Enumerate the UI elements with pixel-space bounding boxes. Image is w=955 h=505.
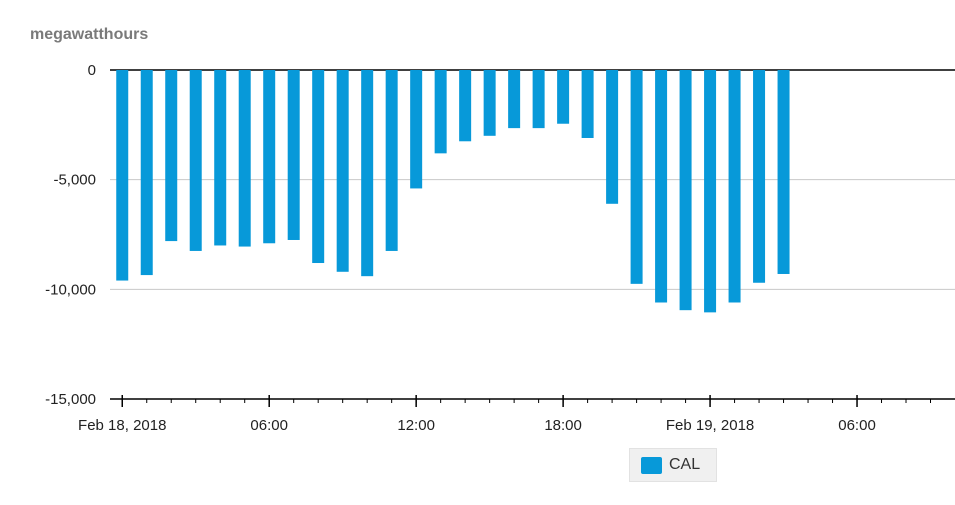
x-tick-label: Feb 19, 2018 <box>666 417 754 434</box>
bar <box>214 70 227 246</box>
bar <box>116 70 129 281</box>
y-axis: 0 -5,000 -10,000 -15,000 <box>45 62 96 408</box>
bar <box>287 70 300 240</box>
bar <box>606 70 619 204</box>
y-tick-label: -15,000 <box>45 391 96 408</box>
bar <box>753 70 766 283</box>
x-tick-label: 18:00 <box>544 417 582 434</box>
x-axis: Feb 18, 2018 06:00 12:00 18:00 Feb 19, 2018 0… <box>78 395 955 434</box>
bar <box>679 70 692 311</box>
bar-series-cal <box>116 70 790 313</box>
legend-item-cal[interactable]: CAL <box>629 448 717 482</box>
bar <box>263 70 276 244</box>
bar <box>434 70 447 154</box>
bar <box>140 70 153 276</box>
bar <box>483 70 496 136</box>
y-tick-label: -5,000 <box>53 172 96 189</box>
gridlines <box>110 69 955 290</box>
bar <box>385 70 398 251</box>
legend-swatch <box>641 456 662 474</box>
bar <box>165 70 178 242</box>
bar <box>728 70 741 303</box>
bar <box>312 70 325 264</box>
bar <box>459 70 472 142</box>
bar <box>508 70 521 129</box>
bar <box>777 70 790 274</box>
x-tick-label: Feb 18, 2018 <box>78 417 166 434</box>
bar <box>557 70 570 124</box>
y-tick-label: 0 <box>88 62 96 79</box>
bar <box>581 70 594 138</box>
bar <box>189 70 202 251</box>
bar <box>630 70 643 284</box>
legend-label: CAL <box>669 456 701 473</box>
bar <box>704 70 717 313</box>
x-tick-label: 12:00 <box>397 417 435 434</box>
x-tick-label: 06:00 <box>250 417 288 434</box>
bar <box>655 70 668 303</box>
bar <box>532 70 545 129</box>
bar <box>410 70 423 189</box>
y-tick-label: -10,000 <box>45 281 96 298</box>
y-axis-unit-label: megawatthours <box>30 26 149 43</box>
bar <box>361 70 374 277</box>
bar <box>336 70 349 272</box>
x-tick-label: 06:00 <box>838 417 876 434</box>
bar <box>238 70 251 247</box>
